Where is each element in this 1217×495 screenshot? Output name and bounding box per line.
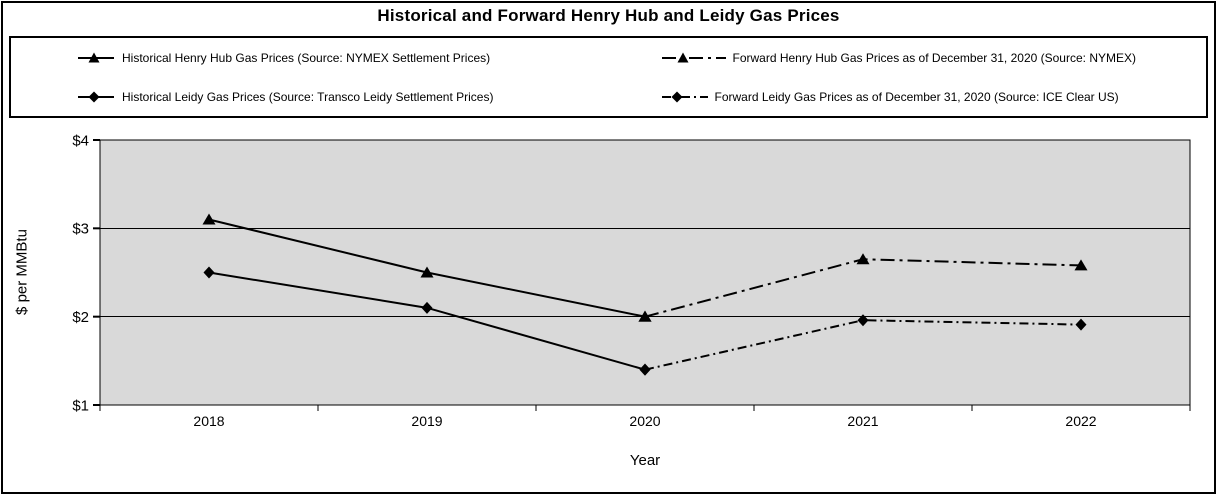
legend-item-historical-leidy: Historical Leidy Gas Prices (Source: Tra… [11, 91, 609, 103]
x-tick-label: 2019 [411, 413, 442, 429]
legend: Historical Henry Hub Gas Prices (Source:… [9, 36, 1208, 118]
triangle-marker [420, 266, 434, 278]
legend-label: Historical Henry Hub Gas Prices (Source:… [122, 50, 491, 65]
triangle-marker [202, 213, 216, 225]
triangle-marker [856, 253, 870, 265]
x-tick-label: 2018 [193, 413, 224, 429]
y-tick-label: $2 [72, 309, 89, 326]
diamond-marker-icon [88, 91, 100, 102]
diamond-marker-icon [671, 91, 682, 102]
y-tick-label: $4 [72, 132, 89, 149]
legend-key-solid-diamond [78, 91, 114, 102]
triangle-marker-icon [88, 52, 100, 62]
x-tick-label: 2022 [1065, 413, 1096, 429]
legend-item-forward-henry-hub: Forward Henry Hub Gas Prices as of Decem… [609, 52, 1207, 64]
legend-label: Forward Leidy Gas Prices as of December … [714, 89, 1119, 104]
triangle-marker-icon [677, 52, 688, 62]
y-tick-label: $3 [72, 221, 89, 238]
legend-label: Forward Henry Hub Gas Prices as of Decem… [732, 50, 1137, 65]
legend-item-historical-henry-hub: Historical Henry Hub Gas Prices (Source:… [11, 52, 609, 64]
legend-key-dashdot-diamond [661, 91, 708, 102]
legend-key-dashdot-triangle [661, 52, 726, 62]
diamond-marker [203, 266, 215, 279]
chart-title: Historical and Forward Henry Hub and Lei… [377, 6, 840, 25]
x-tick-label: 2021 [847, 413, 878, 429]
x-tick-label: 2020 [629, 413, 660, 429]
diamond-marker [639, 363, 651, 376]
diamond-marker [421, 301, 433, 314]
y-axis-title: $ per MMBtu [13, 229, 31, 315]
legend-key-solid-triangle [78, 52, 114, 62]
legend-label: Historical Leidy Gas Prices (Source: Tra… [122, 89, 494, 104]
y-tick-label: $1 [72, 397, 89, 414]
chart-canvas: $1 $2 $3 $4 2018 2019 2020 2021 2022 [72, 132, 1191, 429]
triangle-marker [1074, 259, 1088, 271]
triangle-marker [638, 310, 652, 322]
plot-area [99, 139, 1191, 406]
legend-item-forward-leidy: Forward Leidy Gas Prices as of December … [609, 91, 1207, 103]
diamond-marker [1075, 318, 1087, 331]
diamond-marker [857, 314, 869, 327]
x-axis-title: Year [629, 452, 661, 469]
